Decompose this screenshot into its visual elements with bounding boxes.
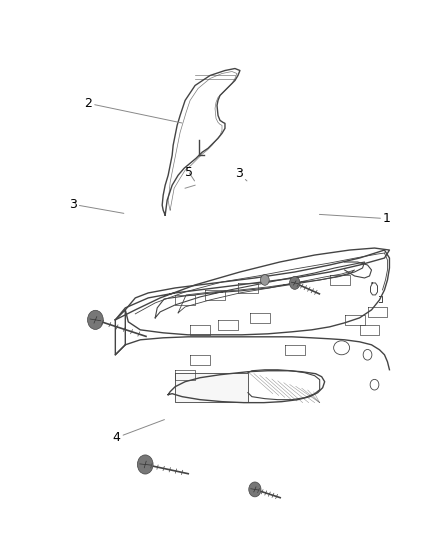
Circle shape bbox=[88, 310, 103, 329]
Circle shape bbox=[249, 482, 261, 497]
Polygon shape bbox=[175, 373, 248, 402]
Text: 1: 1 bbox=[319, 212, 391, 225]
Circle shape bbox=[261, 274, 269, 285]
Circle shape bbox=[138, 455, 153, 474]
Circle shape bbox=[290, 277, 300, 289]
Text: 5: 5 bbox=[185, 166, 194, 181]
Circle shape bbox=[370, 379, 379, 390]
Circle shape bbox=[363, 350, 372, 360]
Text: 3: 3 bbox=[69, 198, 124, 213]
Text: 4: 4 bbox=[113, 419, 164, 444]
Text: 3: 3 bbox=[235, 167, 247, 181]
Ellipse shape bbox=[334, 341, 350, 355]
Text: 2: 2 bbox=[84, 97, 182, 123]
